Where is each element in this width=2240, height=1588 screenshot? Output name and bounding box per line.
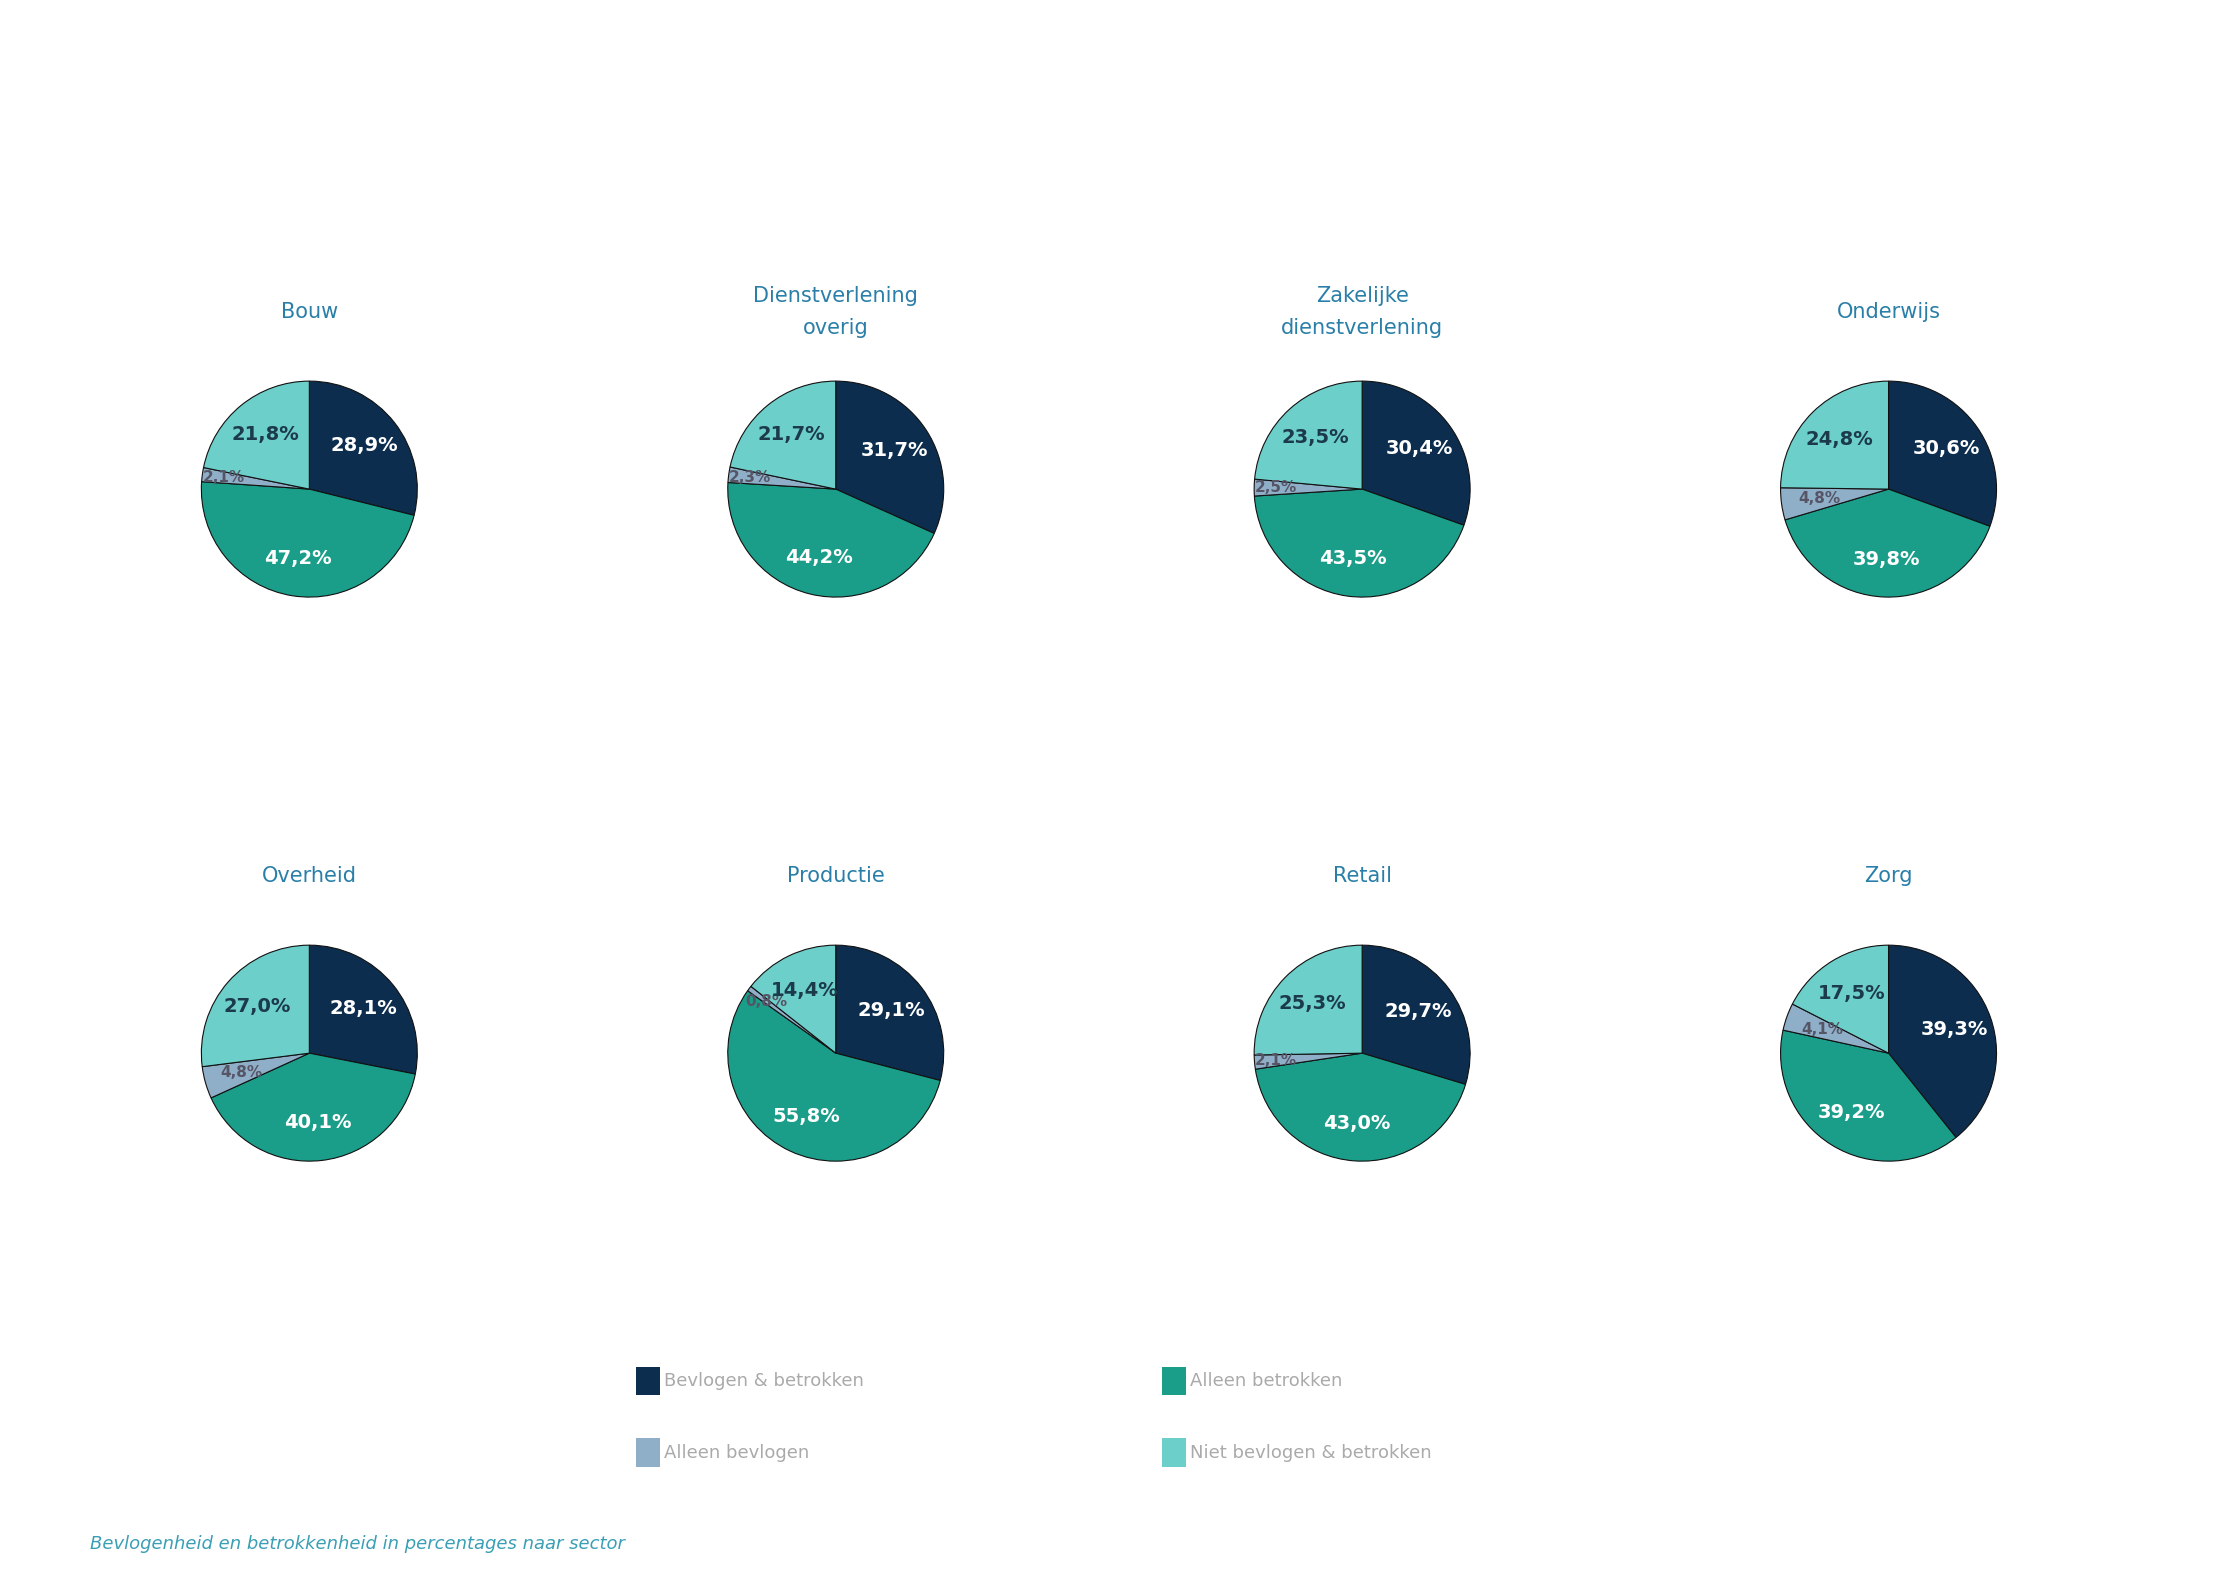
Text: Productie: Productie [786, 867, 885, 886]
Text: 2,3%: 2,3% [728, 470, 771, 484]
Text: Onderwijs: Onderwijs [1837, 302, 1940, 322]
Wedge shape [1254, 480, 1362, 495]
Text: 43,5%: 43,5% [1319, 549, 1387, 569]
Wedge shape [1781, 1031, 1956, 1161]
Text: Overheid: Overheid [262, 867, 356, 886]
Text: 40,1%: 40,1% [284, 1113, 352, 1132]
Wedge shape [1785, 489, 1989, 597]
Text: 2,5%: 2,5% [1254, 481, 1297, 495]
Text: 39,8%: 39,8% [1852, 549, 1920, 569]
Text: 30,6%: 30,6% [1913, 440, 1980, 459]
Text: 21,8%: 21,8% [231, 426, 298, 445]
Text: 47,2%: 47,2% [264, 549, 332, 569]
Text: Alleen betrokken: Alleen betrokken [1189, 1372, 1342, 1390]
Text: 0,8%: 0,8% [746, 994, 788, 1008]
Text: 43,0%: 43,0% [1324, 1113, 1391, 1132]
Text: Bouw: Bouw [280, 302, 338, 322]
Text: Bevlogen & betrokken: Bevlogen & betrokken [663, 1372, 865, 1390]
Text: 17,5%: 17,5% [1819, 985, 1886, 1002]
Text: 31,7%: 31,7% [860, 441, 927, 461]
Wedge shape [1781, 488, 1888, 519]
Wedge shape [728, 483, 934, 597]
Text: 39,3%: 39,3% [1922, 1021, 1989, 1040]
Text: Zorg: Zorg [1864, 867, 1913, 886]
Wedge shape [1792, 945, 1888, 1053]
Text: 4,1%: 4,1% [1801, 1023, 1844, 1037]
Text: dienstverlening: dienstverlening [1281, 318, 1443, 338]
Wedge shape [1254, 945, 1362, 1054]
Wedge shape [309, 945, 417, 1073]
Wedge shape [309, 381, 417, 515]
Wedge shape [750, 945, 836, 1053]
Wedge shape [836, 381, 943, 534]
Wedge shape [204, 381, 309, 489]
Text: 28,1%: 28,1% [329, 999, 396, 1018]
Text: Retail: Retail [1333, 867, 1391, 886]
Text: 21,7%: 21,7% [757, 426, 824, 445]
Text: Dienstverlening: Dienstverlening [753, 286, 918, 306]
Text: 44,2%: 44,2% [784, 548, 853, 567]
Wedge shape [1362, 945, 1469, 1085]
Text: 4,8%: 4,8% [1799, 491, 1839, 507]
Wedge shape [1254, 1053, 1362, 1069]
Text: overig: overig [802, 318, 869, 338]
Text: 29,7%: 29,7% [1384, 1002, 1452, 1021]
Wedge shape [1254, 381, 1362, 489]
Wedge shape [1781, 381, 1888, 489]
Wedge shape [211, 1053, 414, 1161]
Wedge shape [728, 467, 836, 489]
Text: 2,1%: 2,1% [202, 470, 244, 484]
Text: 4,8%: 4,8% [222, 1066, 262, 1080]
Text: 25,3%: 25,3% [1279, 994, 1346, 1013]
Wedge shape [1362, 381, 1469, 526]
Text: Niet bevlogen & betrokken: Niet bevlogen & betrokken [1189, 1443, 1431, 1461]
Wedge shape [836, 945, 943, 1080]
Wedge shape [728, 991, 941, 1161]
Text: 14,4%: 14,4% [771, 980, 840, 999]
Wedge shape [1888, 381, 1996, 526]
Text: 55,8%: 55,8% [773, 1107, 840, 1126]
Text: Zakelijke: Zakelijke [1315, 286, 1409, 306]
Text: Alleen bevlogen: Alleen bevlogen [663, 1443, 809, 1461]
Wedge shape [730, 381, 836, 489]
Wedge shape [1254, 489, 1465, 597]
Wedge shape [1783, 1004, 1888, 1053]
Wedge shape [1888, 945, 1996, 1137]
Text: 27,0%: 27,0% [224, 997, 291, 1016]
Wedge shape [202, 945, 309, 1067]
Wedge shape [202, 1053, 309, 1097]
Text: 2,1%: 2,1% [1254, 1053, 1297, 1067]
Wedge shape [202, 481, 414, 597]
Text: 23,5%: 23,5% [1281, 427, 1348, 446]
Text: 28,9%: 28,9% [332, 437, 399, 456]
Wedge shape [202, 467, 309, 489]
Wedge shape [1254, 1053, 1465, 1161]
Text: 24,8%: 24,8% [1805, 430, 1873, 449]
Text: 29,1%: 29,1% [858, 1000, 925, 1019]
Text: 30,4%: 30,4% [1387, 440, 1454, 457]
Text: Bevlogenheid en betrokkenheid in percentages naar sector: Bevlogenheid en betrokkenheid in percent… [90, 1534, 625, 1553]
Text: 39,2%: 39,2% [1819, 1104, 1886, 1123]
Wedge shape [748, 986, 836, 1053]
